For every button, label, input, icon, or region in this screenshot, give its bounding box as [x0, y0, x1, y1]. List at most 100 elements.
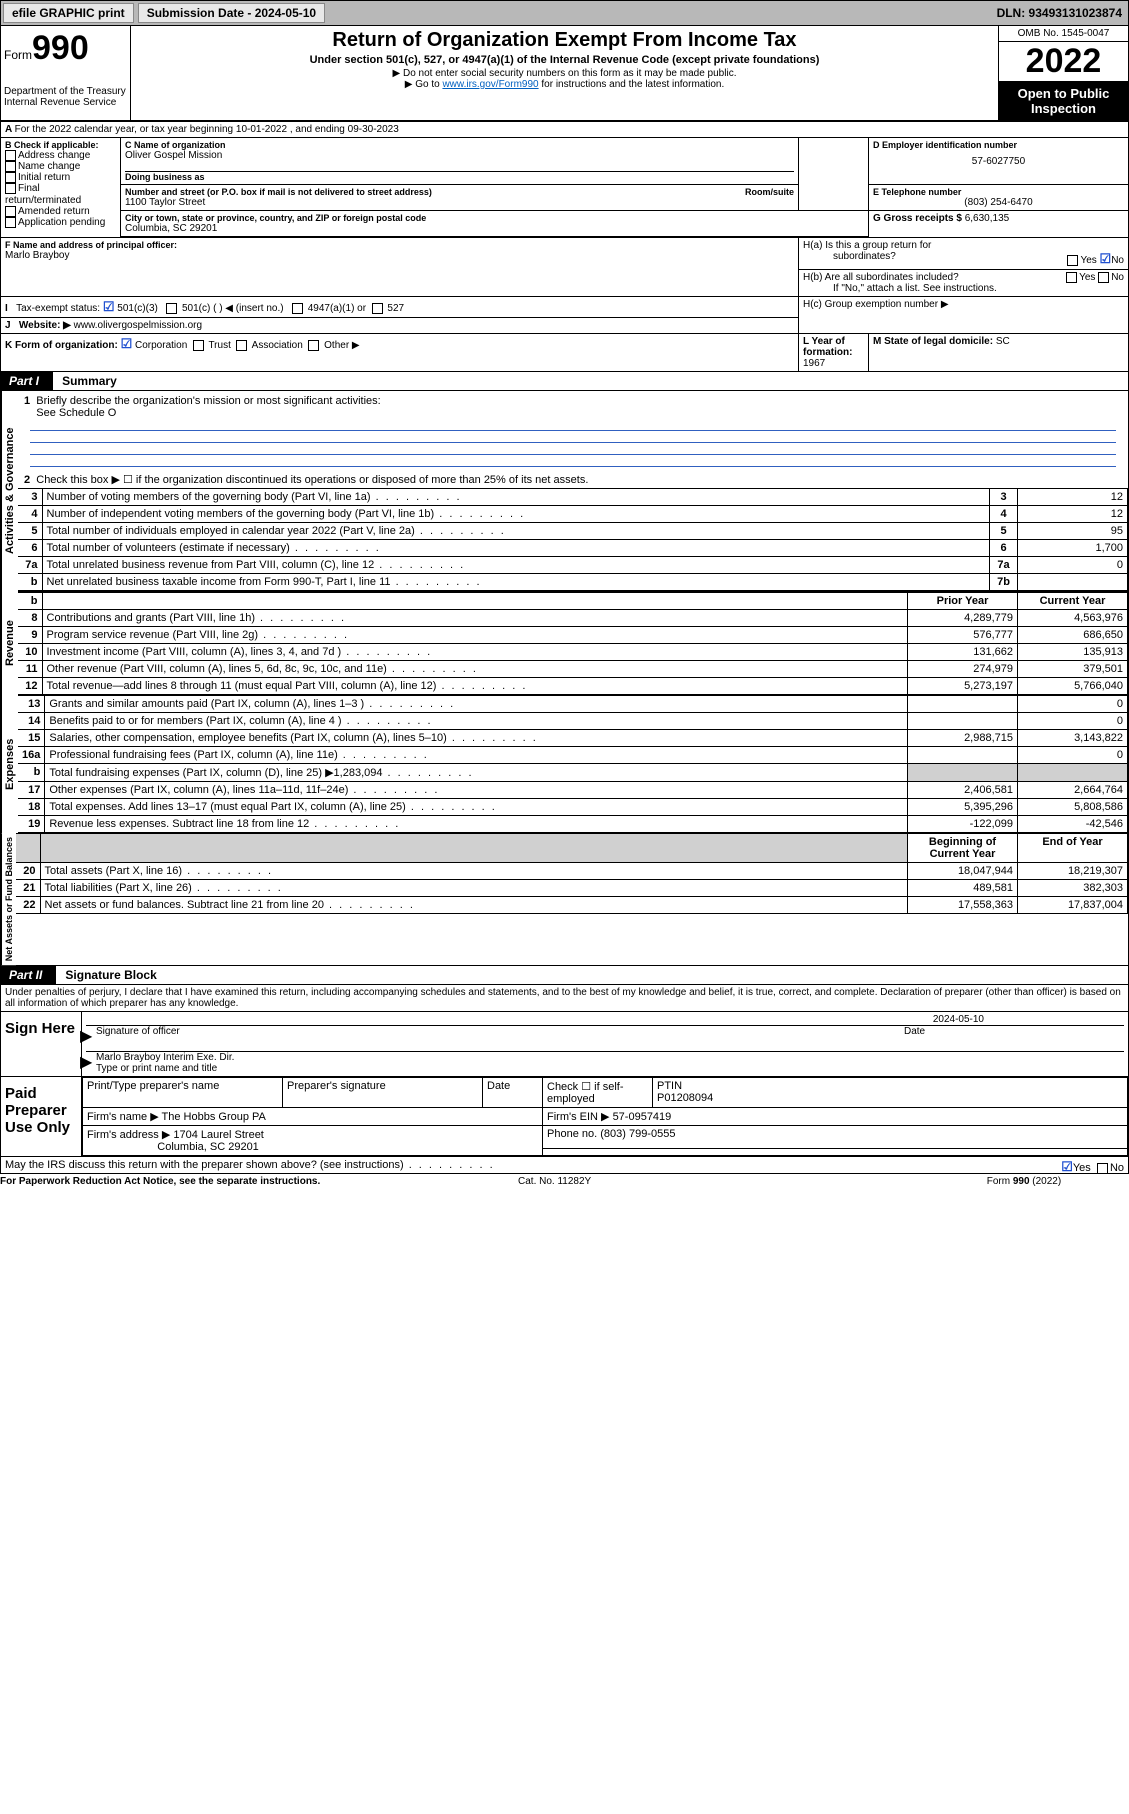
page-footer: For Paperwork Reduction Act Notice, see …	[0, 1174, 1061, 1189]
chk-address[interactable]: Address change	[18, 150, 90, 161]
table-row: 5Total number of individuals employed in…	[18, 523, 1128, 540]
expenses-table: 13Grants and similar amounts paid (Part …	[18, 695, 1128, 833]
firm-ph-label: Phone no.	[547, 1128, 600, 1140]
sig-officer-label: Signature of officer	[86, 1026, 904, 1037]
chk-pending[interactable]: Application pending	[18, 217, 105, 228]
table-row: bTotal fundraising expenses (Part IX, co…	[18, 764, 1128, 782]
chk-initial[interactable]: Initial return	[18, 172, 70, 183]
table-row: 9Program service revenue (Part VIII, lin…	[18, 627, 1128, 644]
header-right: OMB No. 1545-0047 2022 Open to Public In…	[998, 26, 1128, 120]
ha-label2: subordinates?	[833, 251, 896, 262]
form-subtitle-3: ▶ Go to www.irs.gov/Form990 for instruct…	[134, 79, 995, 90]
i-501c[interactable]: 501(c) ( ) ◀ (insert no.)	[182, 303, 284, 314]
side-revenue: Revenue	[1, 591, 18, 695]
city-value: Columbia, SC 29201	[125, 223, 864, 234]
table-row: 19Revenue less expenses. Subtract line 1…	[18, 816, 1128, 833]
netassets-table: Beginning of Current Year End of Year 20…	[16, 833, 1128, 914]
street-label: Number and street (or P.O. box if mail i…	[125, 187, 745, 197]
firm-addr1: 1704 Laurel Street	[173, 1129, 264, 1141]
pra-notice: For Paperwork Reduction Act Notice, see …	[0, 1176, 320, 1187]
gross-label: G Gross receipts $	[873, 213, 965, 224]
discuss-yes[interactable]: Yes	[1073, 1162, 1091, 1174]
table-row: 12Total revenue—add lines 8 through 11 (…	[18, 678, 1128, 695]
chk-name[interactable]: Name change	[18, 161, 80, 172]
k-trust[interactable]: Trust	[208, 340, 230, 351]
table-row: 13Grants and similar amounts paid (Part …	[18, 696, 1128, 713]
table-row: 8Contributions and grants (Part VIII, li…	[18, 610, 1128, 627]
table-row: 17Other expenses (Part IX, column (A), l…	[18, 782, 1128, 799]
l-value: 1967	[803, 358, 825, 369]
omb-number: OMB No. 1545-0047	[999, 26, 1128, 42]
table-row: 21Total liabilities (Part X, line 26)489…	[16, 880, 1128, 897]
discuss-no[interactable]: No	[1110, 1162, 1124, 1174]
hb-note: If "No," attach a list. See instructions…	[833, 283, 997, 294]
firm-ph: (803) 799-0555	[600, 1128, 675, 1140]
firm-ein-label: Firm's EIN ▶	[547, 1111, 613, 1123]
table-row: 11Other revenue (Part VIII, column (A), …	[18, 661, 1128, 678]
table-row: 7aTotal unrelated business revenue from …	[18, 557, 1128, 574]
k-label: K Form of organization:	[5, 340, 118, 351]
form-word: Form	[4, 48, 32, 62]
k-other[interactable]: Other ▶	[324, 340, 359, 351]
part1-title: Summary	[56, 374, 117, 388]
submission-date-button[interactable]: Submission Date - 2024-05-10	[138, 3, 325, 23]
sign-here-label: Sign Here	[1, 1012, 81, 1076]
part1-tag: Part I	[1, 372, 53, 390]
cat-no: Cat. No. 11282Y	[518, 1176, 591, 1187]
j-label: Website: ▶	[19, 320, 71, 331]
f-label: F Name and address of principal officer:	[5, 240, 794, 250]
hc-label: H(c) Group exemption number ▶	[803, 299, 949, 310]
street-value: 1100 Taylor Street	[125, 197, 794, 208]
col-current-year: Current Year	[1018, 592, 1128, 610]
ha-no[interactable]: No	[1111, 255, 1124, 266]
pp-check-label: Check ☐ if self-employed	[543, 1078, 653, 1108]
check-label: B Check if applicable:	[5, 140, 116, 150]
gross-value: 6,630,135	[965, 213, 1010, 224]
col-boy: Beginning of Current Year	[908, 834, 1018, 863]
line2-text: Check this box ▶ ☐ if the organization d…	[36, 474, 588, 486]
l-label: L Year of formation:	[803, 336, 852, 358]
i-501c3[interactable]: 501(c)(3)	[117, 303, 158, 314]
firm-name: The Hobbs Group PA	[162, 1111, 266, 1123]
hb-yes[interactable]: Yes	[1079, 272, 1095, 283]
cname-label: C Name of organization	[125, 140, 794, 150]
chk-final[interactable]: Final return/terminated	[5, 184, 81, 206]
table-row: 22Net assets or fund balances. Subtract …	[16, 897, 1128, 914]
efile-print-button[interactable]: efile GRAPHIC print	[3, 3, 134, 23]
line1-value: See Schedule O	[36, 407, 116, 419]
firm-addr2: Columbia, SC 29201	[157, 1141, 259, 1153]
form-title: Return of Organization Exempt From Incom…	[134, 29, 995, 52]
i-4947[interactable]: 4947(a)(1) or	[308, 303, 366, 314]
side-netassets: Net Assets or Fund Balances	[1, 833, 16, 965]
chk-amended[interactable]: Amended return	[18, 206, 90, 217]
paid-preparer-label: Paid Preparer Use Only	[1, 1077, 81, 1156]
sig-date-label: Date	[904, 1026, 1124, 1037]
city-label: City or town, state or province, country…	[125, 213, 864, 223]
open-to-public: Open to Public Inspection	[999, 82, 1128, 120]
pp-sig-label: Preparer's signature	[283, 1078, 483, 1108]
col-prior-year: Prior Year	[908, 592, 1018, 610]
col-eoy: End of Year	[1018, 834, 1128, 863]
hb-label: H(b) Are all subordinates included?	[803, 272, 959, 283]
k-assoc[interactable]: Association	[252, 340, 303, 351]
ptin-label: PTIN	[657, 1080, 682, 1092]
m-label: M State of legal domicile:	[873, 336, 996, 347]
table-row: 16aProfessional fundraising fees (Part I…	[18, 747, 1128, 764]
declaration-text: Under penalties of perjury, I declare th…	[0, 985, 1129, 1011]
side-expenses: Expenses	[1, 695, 18, 833]
pp-name-label: Print/Type preparer's name	[83, 1078, 283, 1108]
ha-yes[interactable]: Yes	[1080, 255, 1096, 266]
i-527[interactable]: 527	[387, 303, 404, 314]
ptin-value: P01208094	[657, 1092, 713, 1104]
dln-label: DLN: 93493131023874	[997, 6, 1122, 20]
k-corp[interactable]: Corporation	[135, 340, 187, 351]
table-row: 10Investment income (Part VIII, column (…	[18, 644, 1128, 661]
form-number: 990	[32, 29, 89, 67]
goto-prefix: ▶ Go to	[405, 79, 443, 90]
irs-link[interactable]: www.irs.gov/Form990	[442, 79, 538, 90]
ha-label: H(a) Is this a group return for	[803, 240, 931, 251]
hb-no[interactable]: No	[1111, 272, 1124, 283]
table-row: 14Benefits paid to or for members (Part …	[18, 713, 1128, 730]
pp-date-label: Date	[483, 1078, 543, 1108]
firm-name-label: Firm's name ▶	[87, 1111, 162, 1123]
